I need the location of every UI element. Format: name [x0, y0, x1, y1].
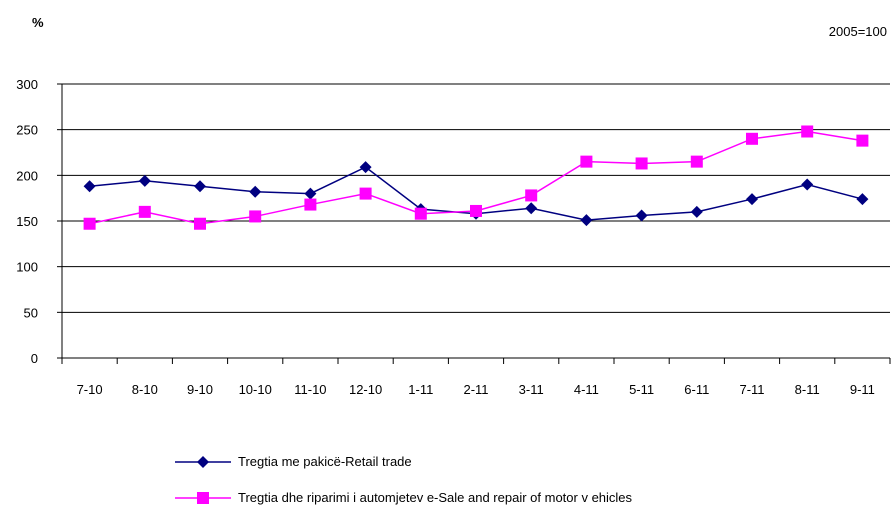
legend-label-retail: Tregtia me pakicë-Retail trade	[238, 454, 412, 469]
data-point-1-10	[635, 157, 648, 170]
data-point-0-12	[746, 193, 758, 206]
data-point-0-13	[801, 178, 814, 191]
x-tick-label-3-11: 3-11	[519, 382, 544, 397]
data-point-1-5	[359, 187, 372, 200]
data-point-1-9	[580, 155, 593, 168]
data-point-1-8	[525, 189, 538, 202]
y-tick-label-200: 200	[16, 168, 38, 183]
data-point-1-13	[801, 125, 814, 138]
data-point-0-8	[525, 202, 538, 215]
legend-item-retail: Tregtia me pakicë-Retail trade	[175, 452, 632, 472]
data-point-1-12	[746, 132, 758, 145]
axes	[57, 83, 891, 364]
x-tick-label-9-11: 9-11	[850, 382, 875, 397]
base-year-note: 2005=100	[828, 24, 887, 39]
x-tick-label-4-11: 4-11	[574, 382, 599, 397]
data-point-1-0	[83, 217, 96, 230]
data-point-0-9	[580, 214, 593, 227]
series-lines	[83, 125, 869, 230]
legend-swatch-motor-icon	[175, 492, 231, 504]
x-tick-label-7-11: 7-11	[739, 382, 764, 397]
x-tick-label-8-11: 8-11	[795, 382, 820, 397]
data-point-0-2	[194, 180, 206, 193]
y-unit-label: %	[32, 15, 44, 30]
y-tick-label-50: 50	[24, 305, 38, 320]
y-tick-labels: 0 50 100 150 200 250 300	[16, 77, 38, 366]
data-point-0-1	[138, 174, 151, 187]
data-point-0-0	[83, 180, 96, 193]
x-tick-label-6-11: 6-11	[684, 382, 709, 397]
x-tick-labels: 7-10 8-10 9-10 10-10 11-10 12-10 1-11 2-11 3-11 4…	[77, 382, 875, 397]
data-point-1-1	[138, 205, 151, 218]
legend-swatch-retail-icon	[175, 456, 231, 468]
x-tick-label-8-10: 8-10	[132, 382, 158, 397]
data-point-1-2	[194, 217, 206, 230]
data-point-0-11	[690, 205, 703, 218]
data-point-1-3	[249, 210, 262, 223]
x-tick-label-7-10: 7-10	[77, 382, 103, 397]
x-tick-label-11-10: 11-10	[294, 382, 326, 397]
x-tick-label-2-11: 2-11	[463, 382, 488, 397]
data-point-0-10	[635, 209, 648, 222]
data-point-1-6	[414, 207, 427, 220]
y-tick-label-100: 100	[16, 260, 38, 275]
x-tick-label-10-10: 10-10	[239, 382, 272, 397]
legend: Tregtia me pakicë-Retail trade Tregtia d…	[175, 452, 632, 524]
series-1	[83, 125, 869, 230]
x-tick-label-1-11: 1-11	[408, 382, 433, 397]
data-point-0-5	[359, 161, 372, 174]
y-tick-label-150: 150	[16, 214, 38, 229]
data-point-1-11	[690, 155, 703, 168]
gridlines	[62, 83, 890, 313]
data-point-1-4	[304, 198, 317, 211]
x-tick-label-12-10: 12-10	[349, 382, 382, 397]
data-point-0-4	[304, 187, 317, 200]
y-tick-label-0: 0	[31, 351, 38, 366]
data-point-1-14	[856, 134, 869, 147]
line-chart: 0 50 100 150 200 250 300 7-10 8-10 9-10 10-10 11-1…	[16, 77, 891, 397]
data-point-0-14	[856, 193, 869, 206]
y-tick-label-250: 250	[16, 123, 38, 138]
data-point-0-3	[249, 185, 262, 198]
legend-item-motor-vehicles: Tregtia dhe riparimi i automjetev e-Sale…	[175, 488, 632, 508]
legend-label-motor-vehicles: Tregtia dhe riparimi i automjetev e-Sale…	[238, 490, 633, 505]
y-tick-label-300: 300	[16, 77, 38, 92]
data-point-1-7	[470, 204, 482, 217]
x-tick-label-5-11: 5-11	[629, 382, 654, 397]
x-tick-label-9-10: 9-10	[187, 382, 213, 397]
